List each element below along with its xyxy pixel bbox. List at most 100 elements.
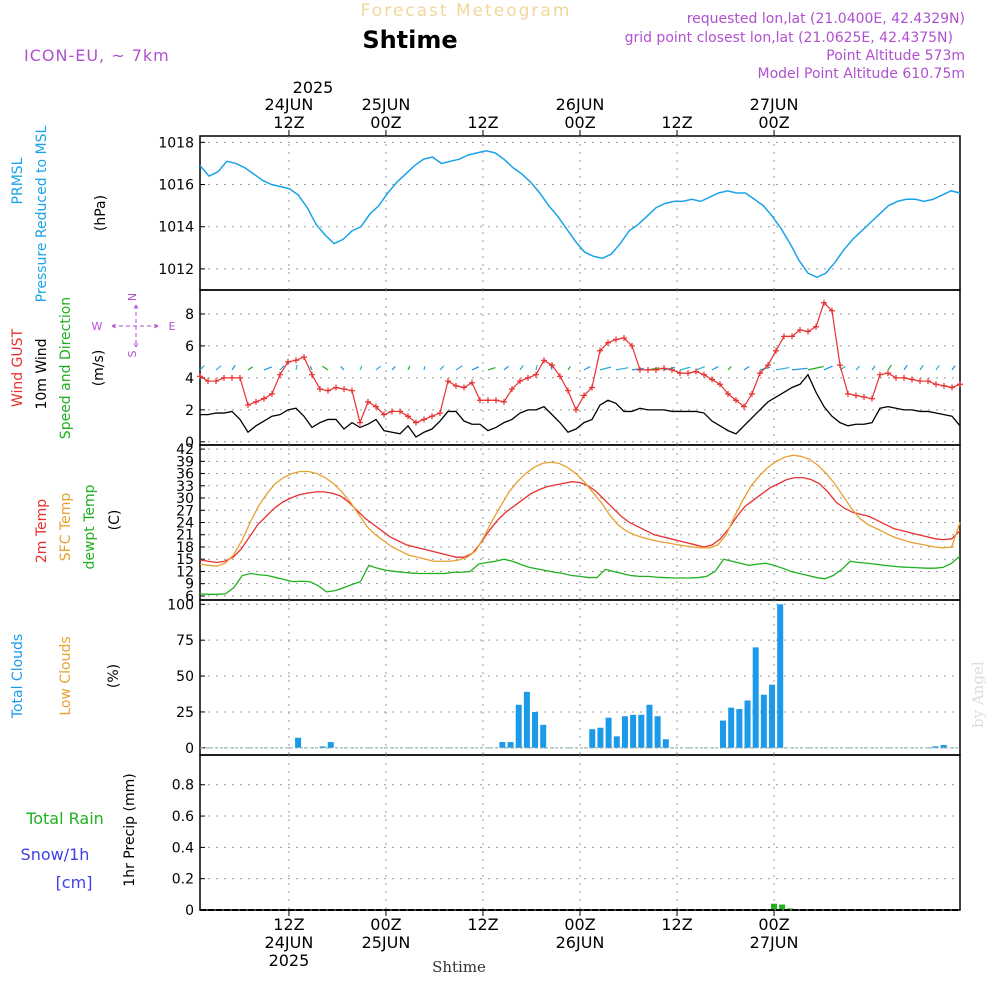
wind-gust-marker [957,381,963,388]
precip-unit: 1hr Precip (mm) [122,773,138,886]
model-name: ICON-EU, ~ 7km [24,46,170,65]
cloud-bar [736,709,743,748]
wind-gust-marker [261,395,267,402]
wind-gust-marker [549,362,555,369]
wind-gust-marker [285,358,291,365]
wind-gust-marker [709,376,715,383]
cloud-bar [605,717,612,748]
cloud-bar [327,742,334,748]
precip-ytick-label: 0 [185,903,194,919]
wind-gust-marker [205,378,211,385]
wind-gust-marker [397,408,403,415]
cloud-bar [621,716,628,748]
wind-direction-arrow [423,366,426,371]
wind-gust-marker [493,397,499,404]
wind-10m-label: 10m Wind [34,338,50,409]
wind-gust-marker [469,379,475,386]
cloud-bar [654,716,661,748]
wind-gust-marker [453,382,459,389]
cloud-bar [523,691,530,748]
clouds-ytick-label: 75 [176,633,194,649]
wind-gust-marker [861,394,867,401]
wind-direction-arrow [535,364,538,371]
top-year-label: 2025 [293,78,334,97]
wind-gust-marker [229,374,235,381]
wind-gust-marker [917,378,923,385]
wind-gust-marker [677,370,683,377]
cloud-bar [597,727,604,748]
cloud-bar [720,720,727,748]
temp-2m-line [199,476,961,564]
wind-gust-marker [781,333,787,340]
wind-gust-marker [829,307,835,314]
wind-direction-arrow [439,365,445,371]
wind-gust-marker [757,370,763,377]
clouds-ytick-label: 25 [176,705,194,721]
temperature-ytick-label: 42 [176,442,194,458]
point-altitude: Point Altitude 573m [826,48,965,64]
temperature-ytick-label: 30 [176,491,194,507]
wind-gust-marker [517,378,523,385]
wind-gust-marker [349,387,355,394]
cloud-bar [319,746,326,748]
wind-ytick-label: 4 [185,371,194,387]
clouds-unit: (%) [106,664,122,688]
wind-direction-arrow [823,365,833,371]
wind-gust-marker [477,397,483,404]
rain-bar [771,903,778,910]
precip-frame [199,754,961,911]
wind-direction-arrow [295,364,298,371]
wind-gust-marker [365,398,371,405]
model-altitude: Model Point Altitude 610.75m [758,66,965,82]
bottom-date-label: 24JUN [265,933,314,952]
pressure-ytick-label: 1018 [158,135,194,151]
cloud-bar [744,700,751,748]
top-hour-label: 00Z [564,113,595,132]
cloud-bar [499,742,506,748]
pressure-ytick-label: 1016 [158,178,194,194]
wind-gust-marker [197,373,203,380]
wind-direction-arrow [321,365,329,371]
bottom-hour-label: 00Z [758,915,789,934]
pressure-label-msl: Pressure Reduced to MSL [34,125,50,302]
bottom-date-label: 25JUN [362,933,411,952]
wind-gust-marker [925,378,931,385]
wind-direction-arrow [919,364,924,371]
precip-ytick-label: 0.6 [172,809,194,825]
temperature-ytick-label: 33 [176,479,194,495]
wind-gust-marker [853,392,859,399]
wind-gust-marker [877,371,883,378]
wind-direction-arrow [599,366,612,371]
cloud-bar [932,746,939,748]
wind-gust-marker [701,371,707,378]
wind-gust-marker [245,402,251,409]
wind-gust-marker [325,387,331,394]
total-rain-label: Total Rain [25,809,104,828]
cloud-bar [613,736,620,748]
wind-gust-marker [485,397,491,404]
wind-direction-arrow [679,366,691,371]
wind-direction-arrow [935,365,940,371]
cloud-bar [630,714,637,748]
wind-gust-marker [277,371,283,378]
bottom-hour-label: 00Z [370,915,401,934]
wind-direction-arrow [695,366,706,371]
wind-gust-marker [661,365,667,372]
footer-location: Shtime [432,958,486,976]
rain-bar [779,904,786,910]
wind-gust-marker [645,366,651,373]
bottom-hour-label: 12Z [273,915,304,934]
bottom-year-label: 2025 [269,951,310,970]
temperature-ytick-label: 12 [176,564,194,580]
clouds-ytick-label: 100 [167,597,194,613]
wind-unit: (m/s) [91,350,107,387]
wind-direction-arrow [279,365,285,371]
wind-direction-arrow [711,365,719,371]
wind-gust-marker [621,334,627,341]
rain-bar [787,908,794,910]
wind-gust-marker [405,413,411,420]
precip-ytick-label: 0.2 [172,872,194,888]
bottom-date-label: 27JUN [750,933,799,952]
wind-gust-marker [717,381,723,388]
